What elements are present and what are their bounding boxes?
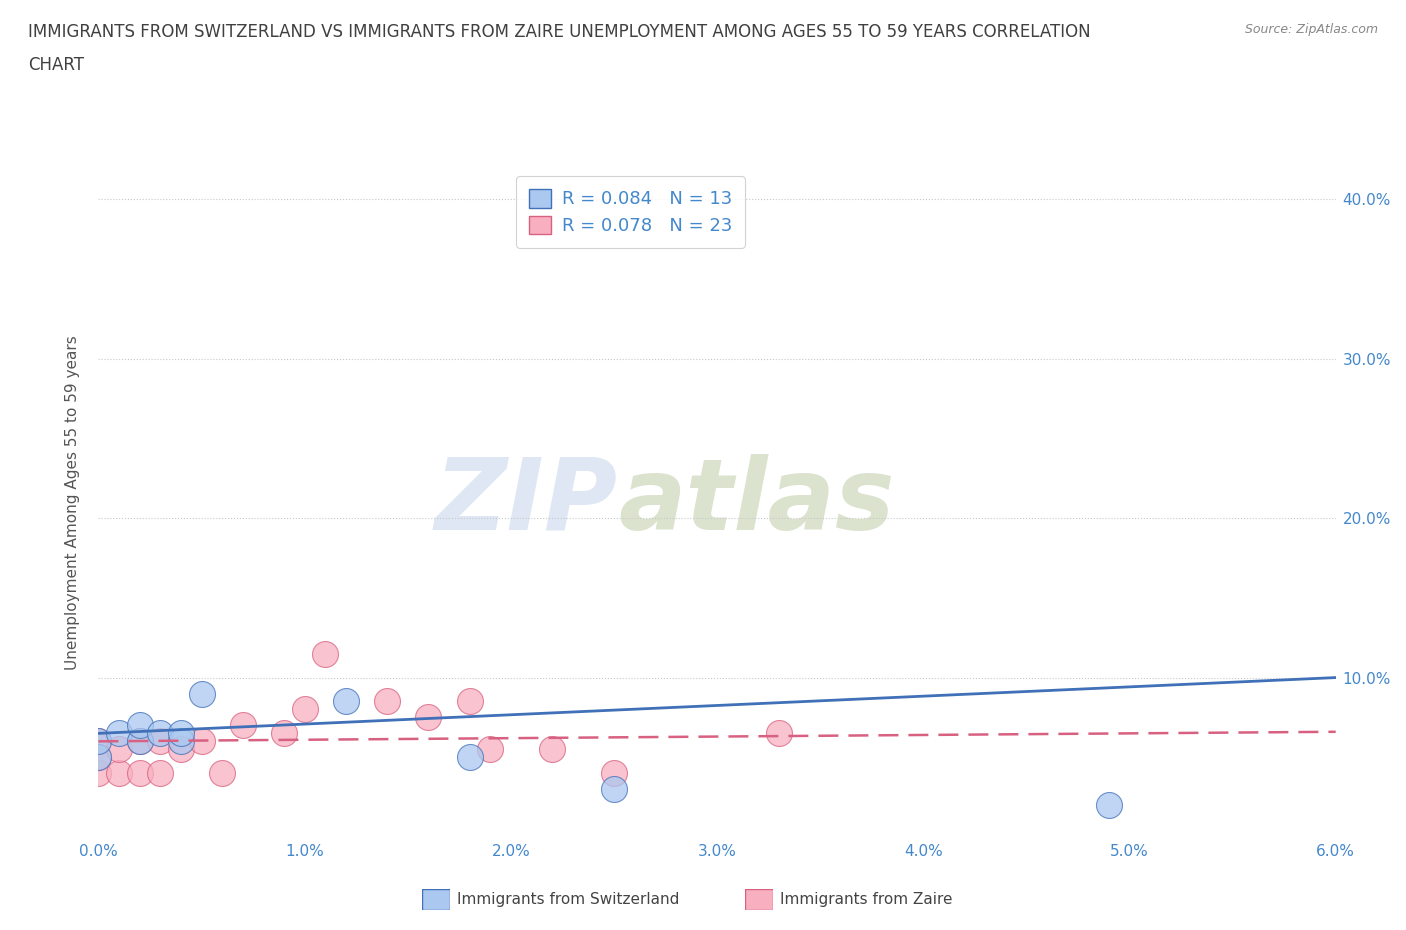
Point [128, 734, 150, 749]
Text: IMMIGRANTS FROM SWITZERLAND VS IMMIGRANTS FROM ZAIRE UNEMPLOYMENT AMONG AGES 55 : IMMIGRANTS FROM SWITZERLAND VS IMMIGRANT… [28, 23, 1091, 41]
Point [108, 765, 131, 780]
Text: CHART: CHART [28, 56, 84, 73]
Point [603, 782, 626, 797]
Point [211, 765, 233, 780]
Point [170, 726, 193, 741]
Point [375, 694, 398, 709]
Point [87, 765, 110, 780]
Point [87, 734, 110, 749]
Point [768, 726, 790, 741]
Point [603, 765, 626, 780]
Point [87, 750, 110, 764]
Point [108, 742, 131, 757]
Point [458, 750, 481, 764]
Point [314, 646, 336, 661]
Point [108, 726, 131, 741]
Point [149, 726, 172, 741]
Text: Source: ZipAtlas.com: Source: ZipAtlas.com [1244, 23, 1378, 36]
Text: Immigrants from Zaire: Immigrants from Zaire [780, 892, 953, 907]
Point [541, 742, 564, 757]
Point [87, 750, 110, 764]
Point [128, 765, 150, 780]
Y-axis label: Unemployment Among Ages 55 to 59 years: Unemployment Among Ages 55 to 59 years [65, 335, 80, 670]
Point [479, 742, 502, 757]
Point [458, 694, 481, 709]
Point [273, 726, 295, 741]
Text: ZIP: ZIP [434, 454, 619, 551]
Point [128, 734, 150, 749]
Point [170, 742, 193, 757]
Point [170, 734, 193, 749]
Point [87, 734, 110, 749]
Point [128, 718, 150, 733]
Point [190, 686, 212, 701]
Point [1098, 798, 1121, 813]
Point [149, 765, 172, 780]
Point [232, 718, 254, 733]
Legend: R = 0.084   N = 13, R = 0.078   N = 23: R = 0.084 N = 13, R = 0.078 N = 23 [516, 177, 745, 247]
Point [294, 702, 316, 717]
Point [190, 734, 212, 749]
Point [418, 710, 440, 724]
Point [149, 734, 172, 749]
Text: Immigrants from Switzerland: Immigrants from Switzerland [457, 892, 679, 907]
Text: atlas: atlas [619, 454, 894, 551]
Point [335, 694, 357, 709]
